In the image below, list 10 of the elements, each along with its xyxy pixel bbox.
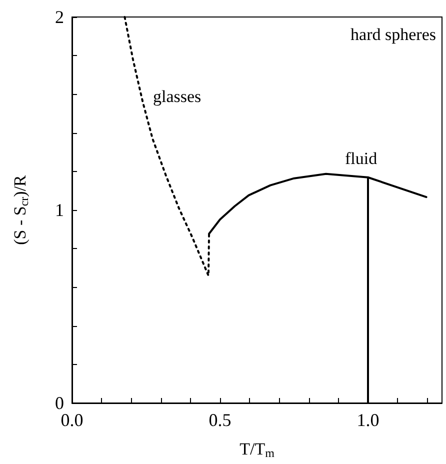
annotation: fluid (345, 149, 378, 168)
y-tick-label: 2 (55, 7, 64, 27)
annotation: glasses (153, 87, 202, 106)
y-tick-label: 1 (55, 200, 64, 220)
x-tick-label: 1.0 (356, 410, 380, 430)
x-tick-label: 0.5 (208, 410, 232, 430)
y-axis-title: (S - Scr)/R (10, 174, 31, 245)
x-tick-label: 0.0 (60, 410, 84, 430)
annotation: hard spheres (350, 25, 436, 44)
y-tick-label: 0 (55, 393, 64, 413)
